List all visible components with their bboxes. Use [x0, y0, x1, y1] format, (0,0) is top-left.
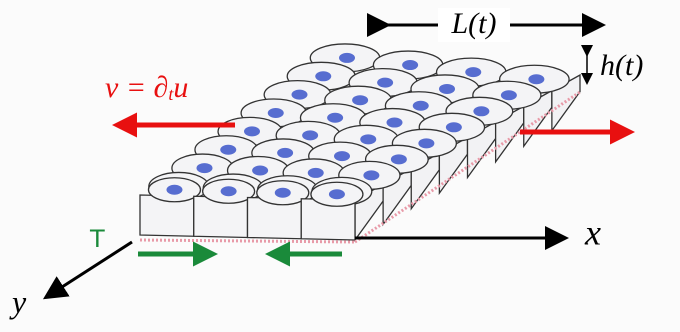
- nucleus: [501, 90, 517, 100]
- nucleus: [315, 71, 331, 81]
- nucleus: [277, 148, 293, 158]
- height-label: h(t): [600, 49, 643, 82]
- nucleus: [197, 163, 213, 173]
- nucleus: [418, 138, 434, 148]
- velocity-label: v = ∂tu: [105, 71, 188, 104]
- nucleus: [221, 186, 237, 196]
- nucleus: [439, 84, 455, 94]
- nucleus: [329, 189, 345, 199]
- nucleus: [387, 118, 403, 128]
- velocity-v: v = ∂: [105, 71, 168, 104]
- nucleus: [528, 74, 544, 84]
- nucleus: [360, 134, 376, 144]
- nucleus: [166, 185, 182, 195]
- nucleus: [308, 168, 324, 178]
- nucleus: [327, 113, 343, 123]
- y-label: y: [9, 283, 27, 319]
- velocity-u: u: [173, 71, 188, 104]
- nucleus: [275, 188, 291, 198]
- nucleus: [446, 122, 462, 132]
- nucleus: [339, 53, 355, 63]
- x-label: x: [584, 212, 601, 252]
- nucleus: [252, 166, 268, 176]
- nucleus: [473, 106, 489, 116]
- nucleus: [363, 170, 379, 180]
- tension-label: T: [89, 225, 105, 253]
- nucleus: [220, 145, 236, 155]
- nucleus: [377, 78, 393, 88]
- nucleus: [244, 126, 260, 136]
- length-label: L(t): [451, 7, 497, 40]
- nucleus: [465, 67, 481, 77]
- nucleus: [413, 101, 429, 111]
- nucleus: [391, 154, 407, 164]
- nucleus: [292, 90, 308, 100]
- nucleus: [402, 60, 418, 70]
- nucleus: [352, 95, 368, 105]
- diagram: L(t) h(t) v = ∂tu x y T: [0, 0, 680, 332]
- nucleus: [302, 130, 318, 140]
- nucleus: [268, 108, 284, 118]
- nucleus: [334, 151, 350, 161]
